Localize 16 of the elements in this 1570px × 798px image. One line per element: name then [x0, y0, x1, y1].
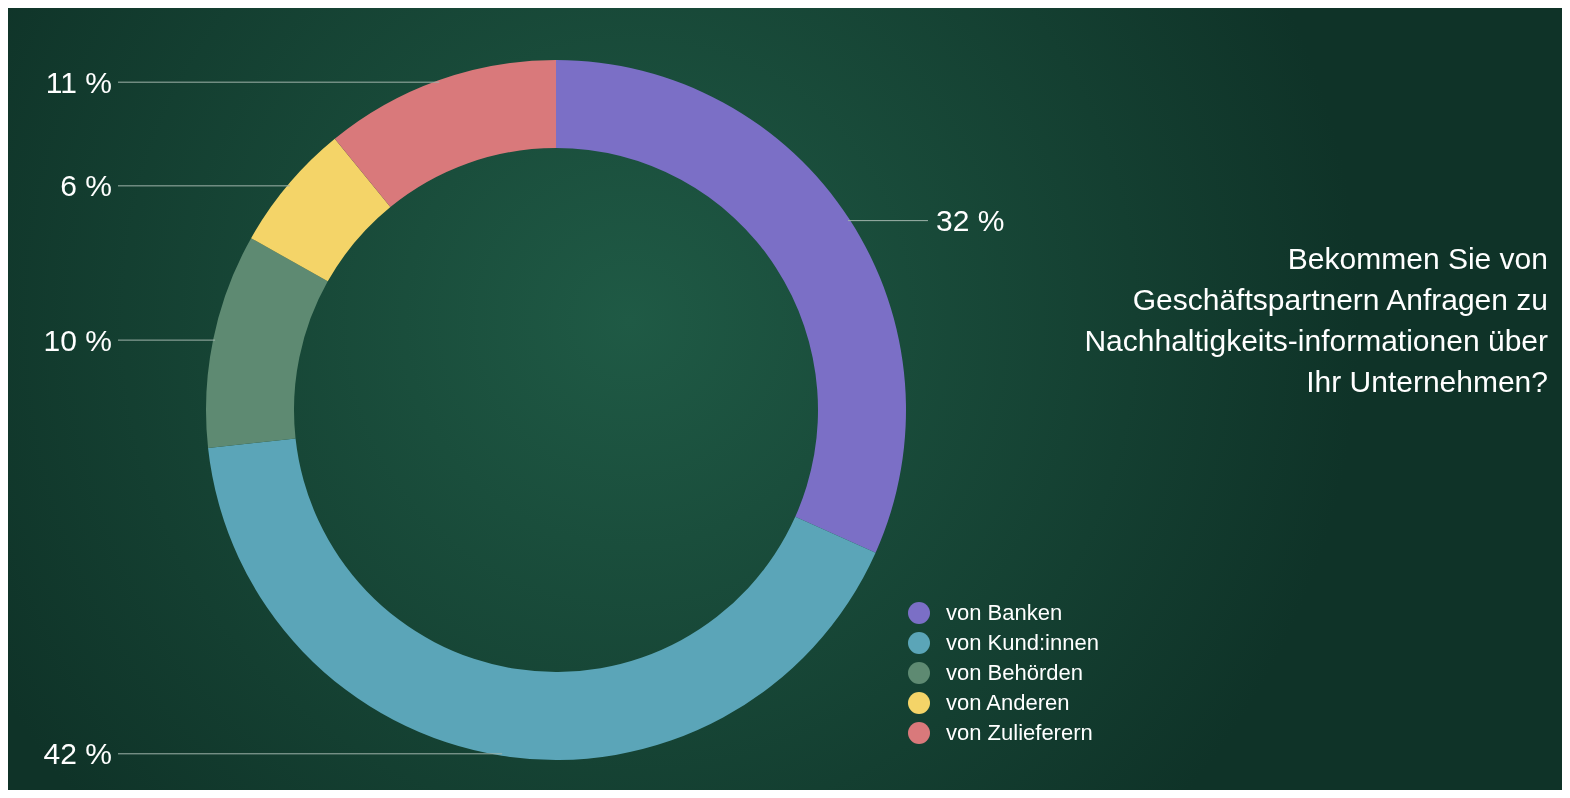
donut-slice: [208, 438, 876, 760]
text: Bekommen Sie von Geschäftspartnern Anfragen zu Nachhaltigkeits-informationen über Ihr Unternehmen?: [1083, 241, 1548, 400]
data-label: 42 %: [43, 737, 112, 771]
legend-label: von Banken: [946, 600, 1063, 626]
donut-slice: [334, 60, 556, 207]
legend-label: von Anderen: [946, 690, 1070, 716]
legend-label: von Behörden: [946, 660, 1083, 686]
legend-label: von Zulieferern: [946, 720, 1093, 746]
data-label: 10 %: [43, 323, 112, 357]
donut-slice: [556, 60, 906, 553]
legend-label: von Kund:innen: [946, 630, 1099, 656]
data-label: 11 %: [45, 65, 112, 99]
donut-slice: [206, 238, 328, 449]
data-label: 6 %: [60, 169, 112, 203]
donut-slice: [251, 138, 391, 282]
data-label: 32 %: [935, 204, 1005, 238]
